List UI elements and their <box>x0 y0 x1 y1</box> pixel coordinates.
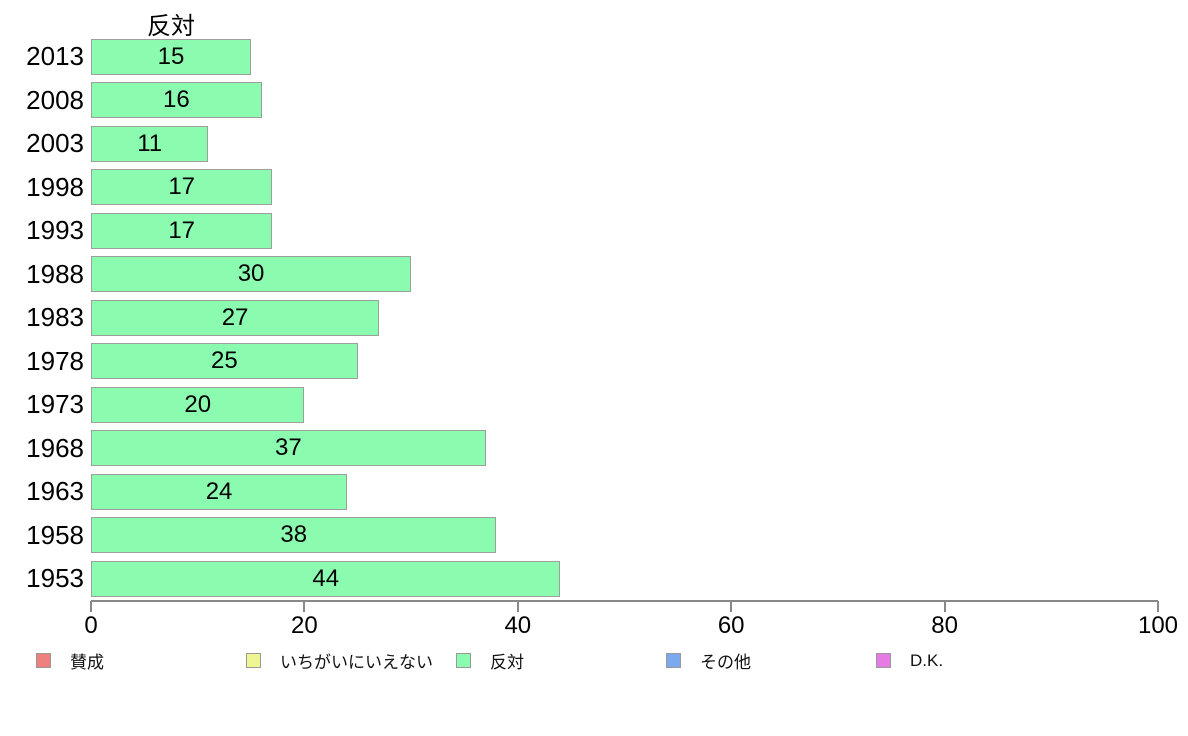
chart-title: 反対 <box>147 13 195 40</box>
bar-value-label: 17 <box>168 216 196 244</box>
legend-item: その他 <box>666 648 876 673</box>
bar: 25 <box>91 343 358 380</box>
x-axis-tick-label: 40 <box>504 612 532 639</box>
bar-value-label: 20 <box>184 390 212 418</box>
legend-label: その他 <box>700 653 751 672</box>
bar-track: 17 <box>91 212 1188 249</box>
legend-item: 賛成 <box>36 648 246 673</box>
bar-track: 37 <box>91 430 1188 467</box>
year-label: 1963 <box>26 476 84 507</box>
year-label: 1953 <box>26 563 84 594</box>
x-axis: 0 20 40 60 80 100 <box>84 600 1178 640</box>
year-label: 1958 <box>26 519 84 550</box>
bar-value-label: 38 <box>280 521 308 549</box>
bar-value-label: 25 <box>211 347 238 375</box>
bar-row: 1978 25 <box>0 340 1188 384</box>
bar-row: 1993 17 <box>0 209 1188 253</box>
bar-row: 1958 38 <box>0 514 1188 558</box>
bar: 20 <box>91 386 305 423</box>
bar-track: 30 <box>91 256 1188 293</box>
bar-value-label: 27 <box>221 303 249 331</box>
x-axis-tick-label: 0 <box>84 612 98 639</box>
bar-value-label: 24 <box>205 477 233 505</box>
bar: 24 <box>91 473 348 510</box>
bar: 30 <box>91 256 412 293</box>
bar-row: 1953 44 <box>0 557 1188 601</box>
year-label: 1978 <box>26 345 84 376</box>
legend-label: 反対 <box>490 653 524 672</box>
bar-track: 20 <box>91 386 1188 423</box>
year-label: 2008 <box>26 84 84 115</box>
bars-area: 2013 15 2008 16 2003 11 1998 17 1993 17 1988 30 1983… <box>0 35 1188 601</box>
bar-row: 2013 15 <box>0 35 1188 79</box>
legend-label: いちがいにいえない <box>280 653 433 672</box>
bar-value-label: 17 <box>168 173 196 201</box>
bar-row: 1963 24 <box>0 470 1188 514</box>
legend-swatch <box>666 653 681 668</box>
bar-row: 1998 17 <box>0 166 1188 210</box>
legend-item: いちがいにいえない <box>246 648 456 673</box>
bar-value-label: 15 <box>157 42 185 70</box>
bar-track: 24 <box>91 473 1188 510</box>
bar-track: 11 <box>91 125 1188 162</box>
bar-track: 25 <box>91 343 1188 380</box>
bar: 17 <box>91 212 273 249</box>
x-axis-tick <box>303 601 306 612</box>
bar-value-label: 11 <box>137 129 163 157</box>
year-label: 1993 <box>26 215 84 246</box>
legend-swatch <box>456 653 471 668</box>
legend-label: D.K. <box>910 650 944 670</box>
x-axis-tick-label: 80 <box>931 612 958 639</box>
year-label: 1968 <box>26 432 84 463</box>
year-label: 2013 <box>26 41 84 72</box>
x-axis-tick <box>516 601 519 612</box>
x-axis-tick-label: 20 <box>291 612 318 639</box>
year-label: 1973 <box>26 389 84 420</box>
bar-row: 1973 20 <box>0 383 1188 427</box>
x-axis-tick <box>730 601 733 612</box>
bar: 17 <box>91 169 273 206</box>
bar: 16 <box>91 82 262 119</box>
legend: 賛成 いちがいにいえない 反対 その他 D.K. <box>36 648 1188 673</box>
bar-value-label: 16 <box>163 86 190 114</box>
legend-swatch <box>36 653 51 668</box>
bar-value-label: 37 <box>275 434 302 462</box>
bar-track: 27 <box>91 299 1188 336</box>
legend-item: D.K. <box>876 651 1086 671</box>
bar: 11 <box>91 125 209 162</box>
bar-track: 38 <box>91 517 1188 554</box>
bar: 44 <box>91 560 561 597</box>
bar: 15 <box>91 38 252 75</box>
x-axis-tick <box>90 601 92 612</box>
bar-row: 1968 37 <box>0 427 1188 471</box>
year-label: 1998 <box>26 171 84 202</box>
legend-label: 賛成 <box>70 653 104 672</box>
legend-item: 反対 <box>456 648 666 673</box>
bar-row: 1988 30 <box>0 253 1188 297</box>
year-label: 1988 <box>26 258 84 289</box>
x-axis-line <box>91 600 1158 602</box>
bar: 37 <box>91 430 486 467</box>
legend-swatch <box>246 653 261 668</box>
year-label: 1983 <box>26 302 84 333</box>
bar-row: 1983 27 <box>0 296 1188 340</box>
bar: 27 <box>91 299 380 336</box>
bar: 38 <box>91 517 497 554</box>
bar-track: 17 <box>91 169 1188 206</box>
bar-track: 15 <box>91 38 1188 75</box>
x-axis-tick-label: 100 <box>1137 612 1179 639</box>
bar-row: 2008 16 <box>0 79 1188 123</box>
bar-value-label: 44 <box>312 564 340 592</box>
year-label: 2003 <box>26 128 84 159</box>
x-axis-tick <box>943 601 946 612</box>
bar-row: 2003 11 <box>0 122 1188 166</box>
bar-track: 44 <box>91 560 1188 597</box>
x-axis-tick <box>1157 601 1159 612</box>
x-axis-tick-label: 60 <box>717 612 745 639</box>
legend-swatch <box>876 653 891 668</box>
bar-value-label: 30 <box>237 260 265 288</box>
bar-track: 16 <box>91 82 1188 119</box>
